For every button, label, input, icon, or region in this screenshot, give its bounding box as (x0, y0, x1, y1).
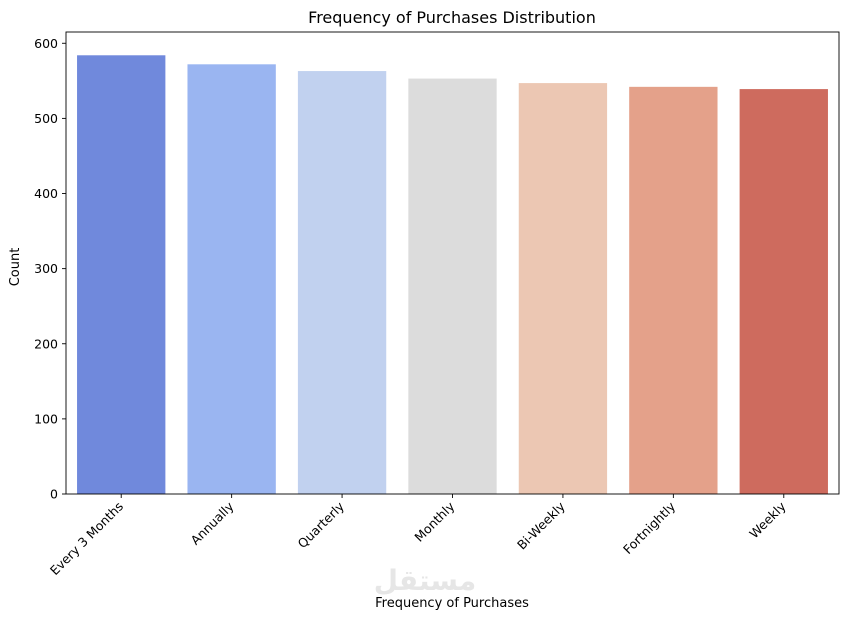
watermark-logo: مستقل (374, 564, 476, 597)
x-tick-label: Weekly (746, 498, 789, 541)
chart-title: Frequency of Purchases Distribution (308, 8, 596, 27)
bar-fortnightly (629, 86, 718, 495)
y-tick-label: 500 (34, 111, 58, 126)
x-tick-label: Annually (188, 498, 237, 547)
y-axis-label: Count (8, 248, 23, 287)
y-tick-label: 400 (34, 186, 58, 201)
y-tick-label: 300 (34, 261, 58, 276)
bar-annually (187, 64, 276, 495)
y-axis: 0 100 200 300 400 500 600 (34, 36, 66, 502)
y-tick-label: 0 (50, 487, 58, 502)
bar-every-3-months (77, 55, 166, 494)
x-axis-label: Frequency of Purchases (375, 596, 529, 611)
plot-area (77, 55, 828, 495)
x-tick-label: Quarterly (295, 498, 348, 551)
y-tick-label: 200 (34, 336, 58, 351)
bar-bi-weekly (518, 83, 608, 495)
bar-monthly (408, 78, 497, 494)
y-tick-label: 600 (34, 36, 58, 51)
x-tick-label: Monthly (411, 498, 457, 544)
x-tick-label: Bi-Weekly (514, 498, 568, 552)
x-tick-label: Every 3 Months (47, 499, 126, 578)
plot-frame (65, 31, 840, 495)
x-tick-label: Fortnightly (620, 498, 679, 557)
bar-quarterly (297, 71, 387, 494)
y-tick-label: 100 (34, 411, 58, 426)
bar-weekly (739, 89, 828, 494)
